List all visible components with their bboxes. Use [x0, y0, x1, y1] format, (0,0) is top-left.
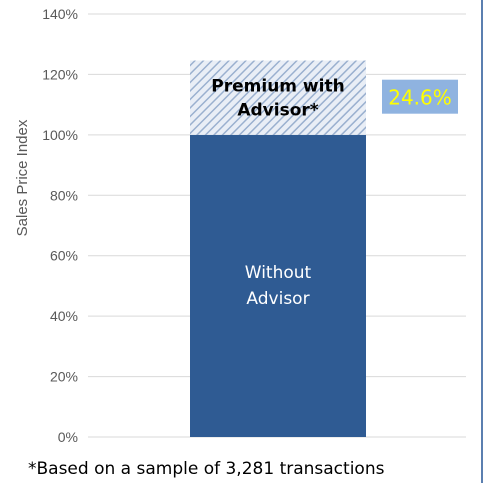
y-tick-label: 60%	[50, 248, 78, 264]
footnote: *Based on a sample of 3,281 transactions	[28, 459, 385, 479]
y-tick-label: 40%	[50, 308, 78, 324]
y-axis-title: Sales Price Index	[14, 119, 31, 236]
callout-premium-value: 24.6%	[388, 86, 452, 110]
bar-premium-with-advisor	[190, 60, 366, 135]
y-tick-label: 120%	[42, 66, 78, 82]
callout-box	[382, 79, 458, 114]
y-tick-label: 140%	[42, 6, 78, 22]
bar-without-advisor	[190, 134, 366, 437]
segment-label-premium: Premium with	[211, 77, 344, 97]
segment-label-without-advisor: Advisor	[246, 289, 309, 309]
segment-label-without-advisor: Without	[245, 263, 312, 283]
segment-label-premium: Advisor*	[237, 101, 318, 121]
y-tick-label: 20%	[50, 369, 78, 385]
y-tick-label: 100%	[42, 127, 78, 143]
y-tick-label: 0%	[58, 429, 78, 445]
y-tick-label: 80%	[50, 187, 78, 203]
